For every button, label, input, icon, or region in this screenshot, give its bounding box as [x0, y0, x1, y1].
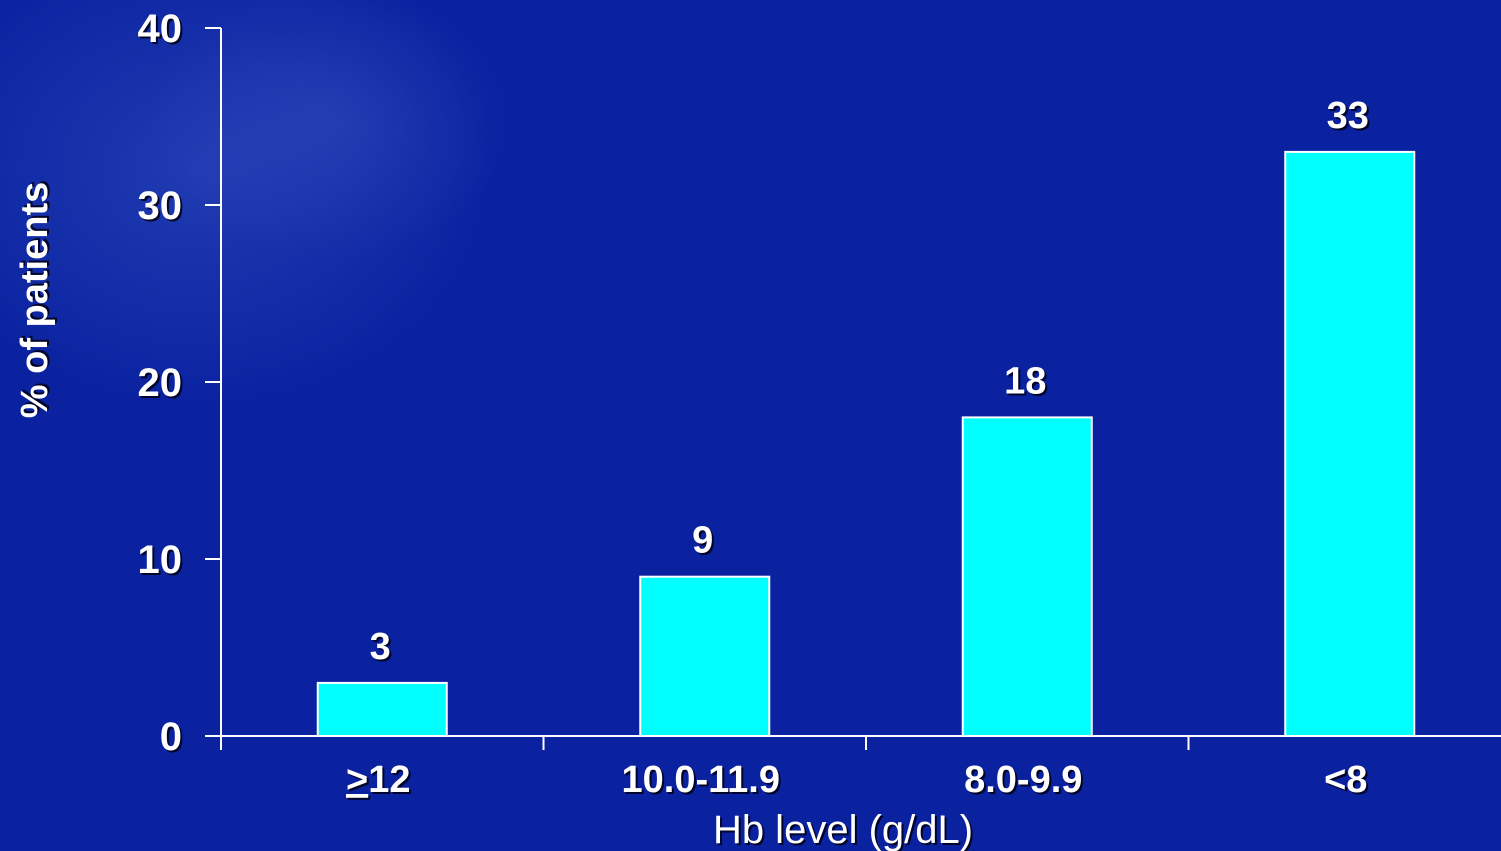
category-label-3: <8 — [1324, 759, 1367, 801]
bar-3 — [1284, 150, 1416, 737]
data-label-0: 3 — [370, 626, 391, 668]
category-label-1: 10.0-11.9 — [622, 759, 780, 801]
data-label-3: 33 — [1327, 95, 1369, 137]
bar-0 — [316, 681, 448, 738]
y-tick-label-4: 40 — [138, 7, 183, 51]
y-tick-label-2: 20 — [138, 361, 183, 405]
y-axis-title: % of patients — [14, 182, 56, 418]
category-label-0: >12 — [346, 759, 410, 801]
y-tick-label-1: 10 — [138, 538, 183, 582]
data-label-2: 18 — [1004, 360, 1046, 402]
bars-group — [316, 150, 1416, 738]
category-label-2: 8.0-9.9 — [964, 759, 1082, 801]
y-tick-label-3: 30 — [138, 184, 183, 228]
data-label-1: 9 — [692, 520, 713, 562]
axes-group — [205, 27, 1501, 750]
y-tick-label-0: 0 — [160, 715, 182, 759]
bar-2 — [961, 416, 1093, 737]
x-axis-title: Hb level (g/dL) — [713, 808, 973, 851]
bar-1 — [639, 575, 771, 738]
labels-group: 3 9 18 33 0 10 20 30 40 >12 10.0-11.9 8.0-9.9 <8 — [138, 7, 1369, 801]
